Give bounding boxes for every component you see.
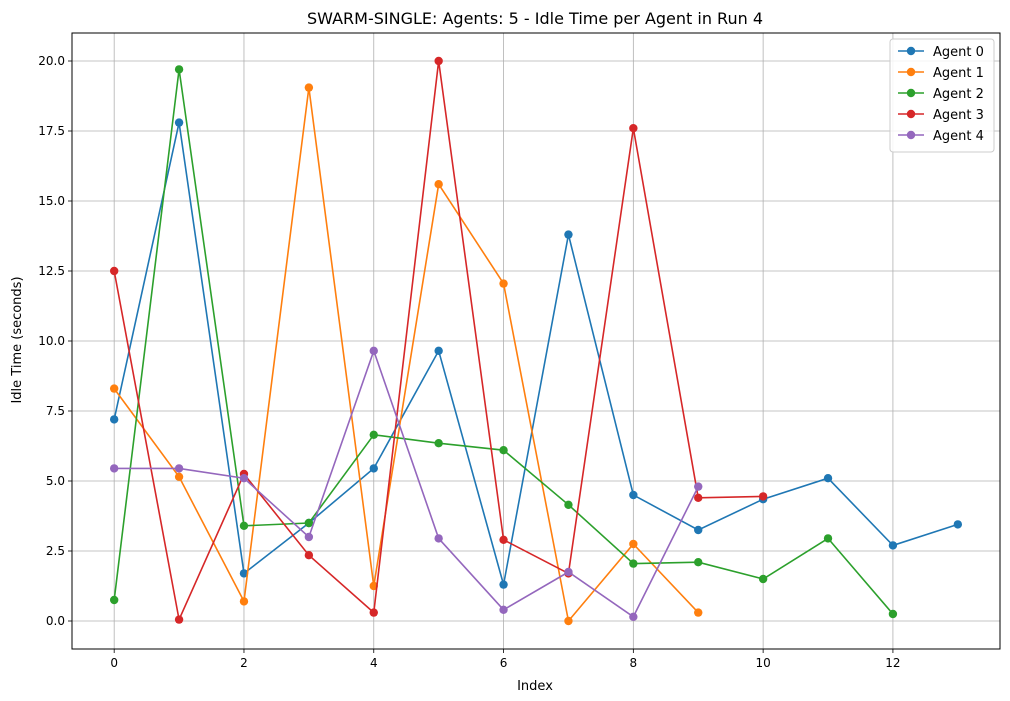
data-point [239, 569, 249, 578]
legend-label: Agent 1 [933, 66, 984, 81]
x-tick-label: 8 [630, 656, 638, 670]
data-point [369, 430, 378, 439]
data-point [499, 535, 508, 544]
y-tick-label: 20.0 [38, 54, 65, 68]
data-point [823, 474, 833, 483]
data-point [694, 525, 703, 535]
x-tick-label: 4 [370, 656, 378, 670]
data-point [304, 532, 314, 542]
y-tick-label: 10.0 [38, 334, 65, 348]
data-point [239, 474, 249, 483]
y-tick-label: 2.5 [46, 544, 65, 558]
data-point [369, 346, 378, 355]
series-layer [109, 56, 963, 626]
data-point [694, 482, 703, 491]
series-line [114, 348, 699, 618]
data-point [629, 490, 638, 500]
data-point [434, 534, 443, 543]
y-tick-label: 17.5 [38, 124, 65, 138]
legend-marker [906, 130, 916, 140]
data-point [174, 118, 184, 127]
data-point [109, 266, 119, 276]
data-point [694, 608, 703, 617]
data-point [888, 541, 898, 550]
data-point [434, 439, 443, 448]
axis-ticks: 0 2 4 6 8 10 12 0.0 2.5 5.0 7.5 10.0 12.5 15.0 17.5 20.… [38, 54, 900, 670]
data-point [174, 65, 184, 74]
data-point [694, 558, 703, 567]
x-tick-label: 6 [500, 656, 508, 670]
data-point [499, 446, 508, 455]
y-tick-label: 5.0 [46, 474, 65, 488]
y-tick-label: 0.0 [46, 614, 65, 628]
data-point [109, 464, 119, 473]
grid [72, 33, 1000, 649]
data-point [174, 615, 184, 624]
legend-item: Agent 2 [898, 87, 984, 102]
y-axis-label: Idle Time (seconds) [10, 276, 25, 403]
data-point [109, 595, 119, 605]
chart-title: SWARM-SINGLE: Agents: 5 - Idle Time per … [307, 9, 763, 28]
data-point [499, 279, 508, 288]
data-point [434, 180, 443, 189]
data-point [564, 616, 573, 626]
y-tick-label: 7.5 [46, 404, 65, 418]
legend-item: Agent 3 [898, 108, 984, 123]
data-point [629, 559, 638, 568]
data-point [369, 464, 378, 473]
data-point [304, 83, 314, 92]
series-line [113, 87, 699, 623]
data-point [109, 415, 119, 424]
data-point [499, 605, 508, 614]
data-point [758, 492, 768, 501]
x-axis-label: Index [517, 679, 553, 694]
data-point [174, 472, 184, 481]
data-point [434, 56, 443, 66]
x-tick-label: 2 [240, 656, 248, 670]
data-point [888, 609, 898, 619]
legend-marker [906, 67, 916, 77]
data-point [564, 500, 573, 509]
legend-marker [906, 109, 916, 119]
legend-item: Agent 4 [898, 129, 984, 144]
series-4 [109, 346, 703, 621]
legend-label: Agent 2 [933, 87, 984, 102]
legend-marker [906, 46, 916, 56]
data-point [564, 567, 573, 577]
data-point [629, 124, 638, 133]
legend-item: Agent 0 [898, 45, 984, 60]
data-point [174, 464, 184, 473]
data-point [109, 384, 119, 393]
legend: Agent 0 Agent 1 Agent 2 Agent 3 Agent 4 [889, 38, 995, 153]
data-point [758, 574, 768, 584]
legend-box [889, 38, 995, 153]
data-point [629, 539, 638, 549]
x-tick-label: 10 [755, 656, 770, 670]
data-point [823, 534, 833, 543]
data-point [239, 521, 249, 530]
series-line [113, 122, 959, 585]
legend-marker [906, 88, 916, 98]
x-tick-label: 12 [885, 656, 900, 670]
data-point [629, 612, 638, 621]
data-point [564, 230, 573, 239]
data-point [694, 493, 703, 502]
data-point [239, 597, 249, 606]
data-point [953, 520, 963, 529]
data-point [304, 551, 314, 560]
data-point [369, 608, 378, 617]
data-point [434, 346, 443, 355]
series-2 [109, 65, 898, 619]
legend-label: Agent 0 [933, 45, 984, 60]
legend-label: Agent 4 [933, 129, 984, 144]
y-tick-label: 15.0 [38, 194, 65, 208]
legend-label: Agent 3 [933, 108, 984, 123]
data-point [304, 518, 314, 528]
y-tick-label: 12.5 [38, 264, 65, 278]
data-point [499, 580, 508, 589]
legend-item: Agent 1 [898, 66, 984, 81]
x-tick-label: 0 [110, 656, 118, 670]
